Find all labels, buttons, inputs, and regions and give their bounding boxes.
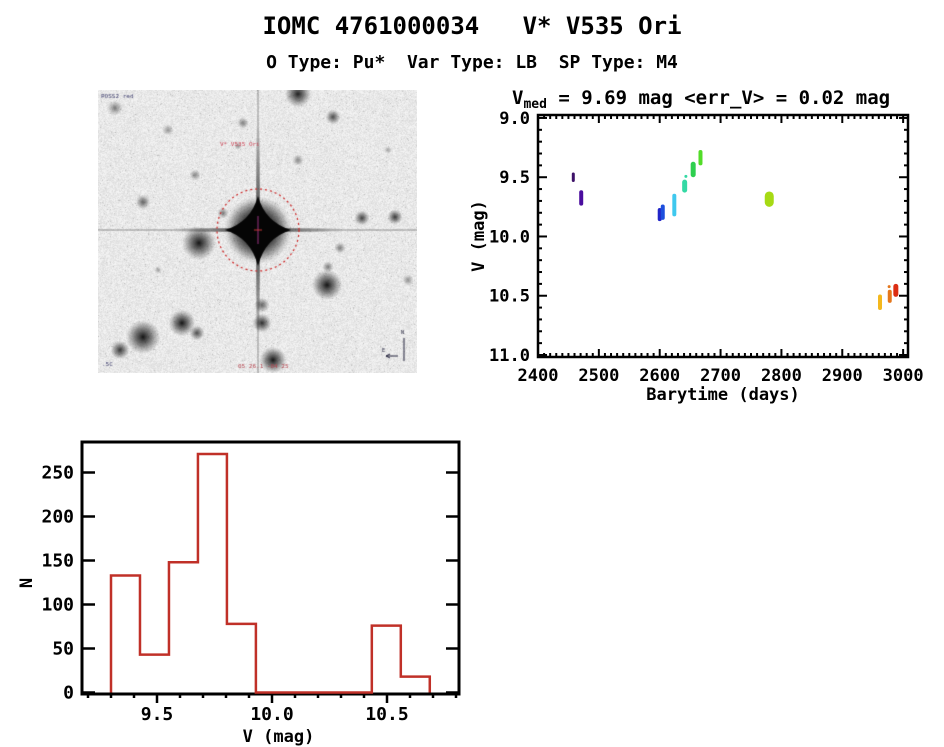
- svg-text:9.5: 9.5: [141, 704, 174, 725]
- finder-chart-image: [98, 90, 417, 373]
- svg-text:N: N: [18, 578, 37, 588]
- svg-text:V (mag): V (mag): [243, 727, 315, 747]
- svg-text:2600: 2600: [639, 366, 680, 386]
- svg-text:Vmed = 9.69 mag <err_V> = 0.02: Vmed = 9.69 mag <err_V> = 0.02 mag: [512, 87, 890, 112]
- svg-text:10.0: 10.0: [250, 704, 293, 725]
- svg-text:3000: 3000: [883, 366, 924, 386]
- svg-text:2700: 2700: [700, 366, 741, 386]
- histogram-plot: 0 50 100 150 200 250 9.5 10.0 10.5 V (mag) N: [18, 440, 461, 747]
- svg-text:10.5: 10.5: [365, 704, 408, 725]
- page-title: IOMC 4761000034 V* V535 Ori: [262, 12, 682, 40]
- light-curve-plot: 2400 2500 2600 2700 2800 2900 3000 9.0 9.5 10.0 10…: [469, 87, 924, 405]
- page-subtitle: O Type: Pu* Var Type: LB SP Type: M4: [266, 52, 678, 73]
- svg-text:2800: 2800: [761, 366, 802, 386]
- svg-text:10.0: 10.0: [489, 227, 530, 247]
- svg-text:2400: 2400: [518, 366, 559, 386]
- svg-text:9.0: 9.0: [499, 109, 530, 129]
- svg-text:V (mag): V (mag): [469, 200, 489, 272]
- svg-text:2500: 2500: [578, 366, 619, 386]
- svg-text:200: 200: [41, 507, 74, 528]
- svg-text:0: 0: [63, 683, 74, 704]
- svg-text:150: 150: [41, 551, 74, 572]
- svg-text:50: 50: [52, 639, 74, 660]
- svg-text:250: 250: [41, 463, 74, 484]
- svg-text:11.0: 11.0: [489, 346, 530, 366]
- svg-text:2900: 2900: [822, 366, 863, 386]
- svg-text:100: 100: [41, 595, 74, 616]
- svg-text:9.5: 9.5: [499, 168, 530, 188]
- svg-text:10.5: 10.5: [489, 287, 530, 307]
- svg-text:Barytime (days): Barytime (days): [646, 385, 800, 405]
